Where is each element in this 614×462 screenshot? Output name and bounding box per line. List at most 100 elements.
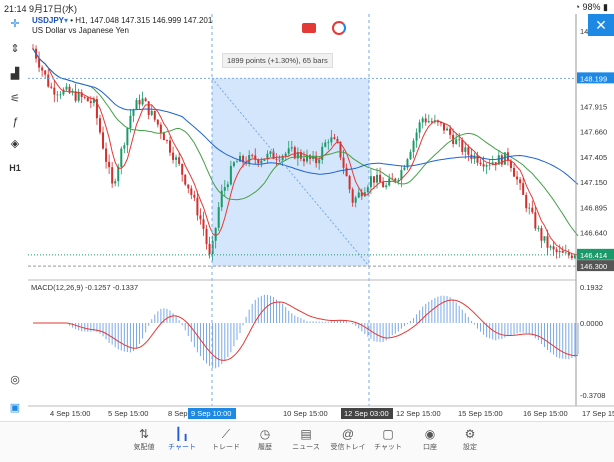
trade-buttons[interactable] (302, 19, 347, 37)
candle-body (467, 147, 470, 155)
candle-body (354, 197, 357, 203)
symbol-ohlc: 147.048 147.315 146.999 147.201 (89, 16, 213, 25)
candle-body (366, 187, 369, 193)
candle-body (214, 227, 217, 241)
candle-body (400, 169, 403, 180)
trade-icon: ⟋ (221, 427, 231, 441)
signal-icon[interactable] (332, 20, 347, 35)
candle-body (357, 192, 360, 198)
indicators-icon[interactable]: ▟ (10, 68, 20, 80)
candle-body (382, 181, 385, 188)
one-click-trade-icon[interactable] (302, 22, 316, 33)
bottom-tab-bar: ⇅ 気配値 ┃╻ チャート ⟋ トレード ◷ 履歴 ▤ ニュース @ 受信トレイ ▢ チャット… (0, 421, 614, 462)
tab-quotes[interactable]: ⇅ 気配値 (124, 426, 164, 452)
candle-body (503, 152, 506, 165)
candle-body (211, 240, 214, 255)
candle-body (98, 118, 101, 133)
candle-body (159, 124, 162, 133)
candle-body (385, 185, 388, 188)
macd-signal-line (33, 299, 579, 361)
candle-body (153, 110, 156, 120)
candle-body (427, 121, 430, 123)
candle-body (217, 207, 220, 228)
candle-body (397, 179, 400, 181)
close-crosshair-button[interactable]: ✕ (588, 14, 614, 36)
move-icon[interactable]: ⇕ (10, 43, 20, 55)
measure-diagonal (211, 78, 370, 267)
candle-body (342, 157, 345, 168)
function-icon[interactable]: ƒ (11, 116, 19, 128)
candle-body (363, 192, 366, 197)
candle-body (239, 155, 242, 162)
price-label: 146.414 (580, 251, 607, 260)
candle-body (178, 157, 181, 164)
candle-body (516, 176, 519, 180)
speed-icon[interactable]: ◎ (10, 374, 20, 386)
candle-body (196, 197, 199, 216)
candle-body (531, 207, 534, 213)
candle-body (275, 158, 278, 160)
tab-chat[interactable]: ▢ チャット (368, 426, 408, 452)
candle-body (263, 159, 266, 161)
candle-body (302, 158, 305, 162)
chat-icon: ▢ (382, 427, 394, 441)
candle-body (150, 110, 153, 115)
timeframe-button[interactable]: H1 (9, 163, 21, 173)
tab-settings[interactable]: ⚙ 設定 (450, 426, 490, 452)
candle-body (117, 166, 120, 182)
candle-body (242, 155, 245, 163)
tab-account[interactable]: ◉ 口座 (410, 426, 450, 452)
candle-body (120, 148, 123, 167)
candle-body (534, 212, 537, 229)
price-label: 147.405 (580, 153, 607, 162)
news-icon: ▤ (300, 427, 312, 441)
candle-body (114, 181, 117, 184)
candle-body (525, 194, 528, 209)
macd-scale-label: 0.1932 (580, 283, 603, 292)
candle-body (226, 184, 229, 188)
tab-history[interactable]: ◷ 履歴 (245, 426, 285, 452)
candle-body (290, 147, 293, 149)
candle-body (479, 162, 482, 165)
tab-inbox[interactable]: @ 受信トレイ (328, 426, 368, 452)
settings-sliders-icon[interactable]: ⚟ (10, 93, 20, 105)
ma-slow-line (32, 48, 579, 185)
candle-body (162, 132, 165, 141)
candle-body (50, 86, 53, 88)
chart-toolbar: ✛ ⇕ ▟ ⚟ ƒ ◈ H1 ◎ ▣ (0, 14, 28, 420)
tab-trade[interactable]: ⟋ トレード (206, 426, 246, 452)
macd-label: MACD(12,26,9) -0.1257 -0.1337 (31, 283, 138, 292)
candle-body (175, 157, 178, 160)
candle-body (89, 101, 92, 103)
crosshair-icon[interactable]: ✛ (10, 18, 20, 30)
candle-body (540, 228, 543, 241)
price-label: 146.300 (580, 262, 607, 271)
candle-body (543, 236, 546, 241)
tab-news[interactable]: ▤ ニュース (286, 426, 326, 452)
price-label: 147.150 (580, 178, 607, 187)
objects-icon[interactable]: ◈ (10, 138, 20, 150)
candle-body (232, 162, 235, 166)
app-logo-icon[interactable]: ▣ (9, 402, 21, 414)
price-chart[interactable]: 148.680148.199147.915147.660147.405147.1… (28, 14, 614, 420)
candle-body (552, 246, 555, 250)
ma-fast-line (32, 48, 579, 256)
status-bar: 21:14 9月17日(水) ◔ 98% ▮ (0, 0, 614, 14)
price-label-bg (577, 260, 614, 272)
candle-body (199, 215, 202, 220)
tab-chart[interactable]: ┃╻ チャート (162, 426, 202, 452)
candle-body (272, 151, 275, 159)
candle-body (220, 190, 223, 208)
candle-body (528, 207, 531, 209)
status-time-date: 21:14 9月17日(水) (4, 4, 78, 14)
date-label: 12 Sep 15:00 (396, 409, 441, 418)
candle-body (412, 140, 415, 152)
candle-body (446, 128, 449, 131)
candle-body (327, 142, 330, 144)
candle-body (403, 167, 406, 170)
candle-body (513, 167, 516, 177)
price-label: 147.660 (580, 128, 607, 137)
chart-area[interactable]: 148.680148.199147.915147.660147.405147.1… (28, 14, 614, 420)
date-label: 10 Sep 15:00 (283, 409, 328, 418)
candle-body (92, 99, 95, 103)
